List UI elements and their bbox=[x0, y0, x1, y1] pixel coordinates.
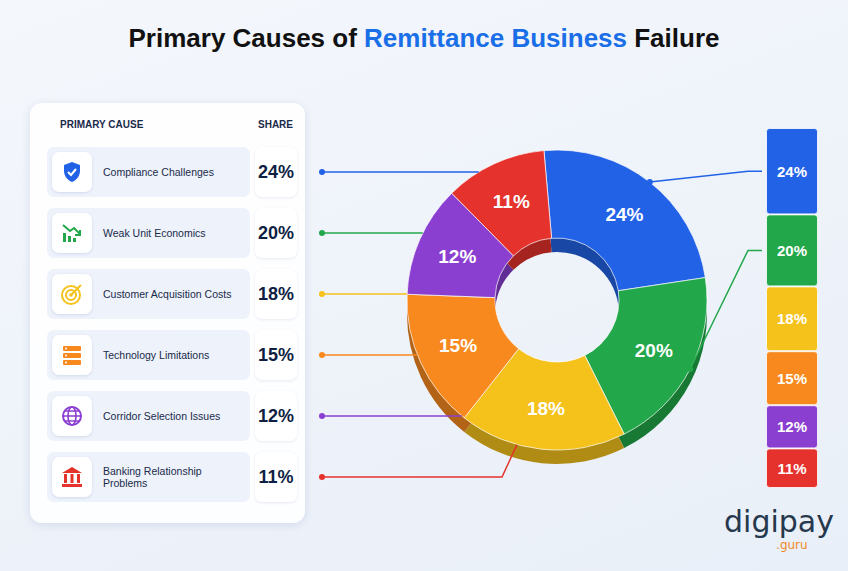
svg-text:15%: 15% bbox=[777, 370, 807, 387]
svg-text:15%: 15% bbox=[439, 335, 477, 356]
svg-text:20%: 20% bbox=[777, 242, 807, 259]
html-text:Compliance Challenges: Compliance Challenges bbox=[103, 166, 214, 178]
svg-text:18%: 18% bbox=[777, 310, 807, 327]
html-text:Customer Acquisition Costs: Customer Acquisition Costs bbox=[103, 288, 232, 300]
html-text:SHARE: SHARE bbox=[258, 119, 293, 130]
html-text:Corridor Selection Issues: Corridor Selection Issues bbox=[103, 410, 221, 422]
svg-text:12%: 12% bbox=[438, 246, 476, 267]
html-text:Technology Limitations: Technology Limitations bbox=[103, 349, 210, 361]
html-text:18%: 18% bbox=[258, 283, 294, 304]
html-text:.guru: .guru bbox=[776, 538, 808, 552]
svg-text:Failure: Failure bbox=[627, 23, 719, 53]
svg-text:20%: 20% bbox=[635, 340, 673, 361]
svg-text:24%: 24% bbox=[777, 163, 807, 180]
html-text:Banking Relationship Problems: Banking Relationship Problems bbox=[103, 465, 202, 489]
html-text:12%: 12% bbox=[258, 405, 294, 426]
html-text:Weak Unit Economics: Weak Unit Economics bbox=[103, 227, 206, 239]
html-text:11%: 11% bbox=[258, 466, 294, 487]
svg-text:12%: 12% bbox=[777, 418, 807, 435]
svg-text:11%: 11% bbox=[493, 191, 530, 212]
svg-text:18%: 18% bbox=[527, 398, 565, 419]
html-text:24%: 24% bbox=[258, 161, 294, 182]
svg-text:Remittance Business: Remittance Business bbox=[364, 23, 627, 53]
html-text:PRIMARY CAUSE: PRIMARY CAUSE bbox=[60, 119, 144, 130]
html-text:digipay: digipay bbox=[724, 504, 834, 539]
svg-text:Primary Causes of: Primary Causes of bbox=[128, 23, 364, 53]
svg-text:24%: 24% bbox=[605, 204, 643, 225]
svg-text:11%: 11% bbox=[777, 460, 806, 477]
html-text:20%: 20% bbox=[258, 222, 294, 243]
html-text:15%: 15% bbox=[258, 344, 294, 365]
